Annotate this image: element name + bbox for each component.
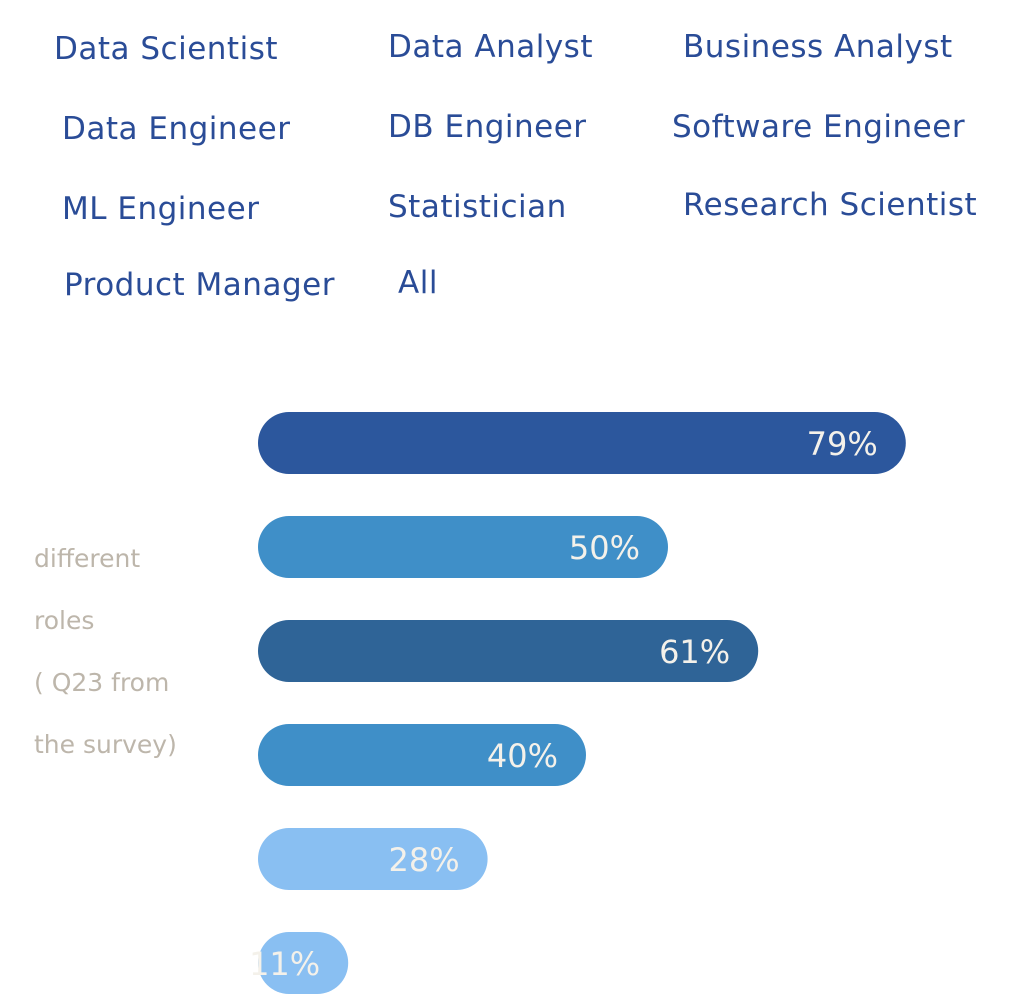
chart-side-note: different roles ( Q23 from the survey) xyxy=(34,528,244,776)
side-note-line-4: the survey) xyxy=(34,730,177,759)
bar-group-4: 40% xyxy=(258,724,586,786)
bar-group-3: 61% xyxy=(258,620,759,682)
bar-value-label-6: 11% xyxy=(249,945,320,983)
role-research-scientist[interactable]: Research Scientist xyxy=(683,187,978,223)
bar-1 xyxy=(258,412,906,474)
bar-value-label-2: 50% xyxy=(569,529,640,567)
role-statistician[interactable]: Statistician xyxy=(388,189,567,225)
role-ml-engineer[interactable]: ML Engineer xyxy=(62,191,260,227)
role-all[interactable]: All xyxy=(398,265,438,301)
role-product-manager[interactable]: Product Manager xyxy=(64,267,335,303)
bar-2 xyxy=(258,516,668,578)
side-note-line-1: different xyxy=(34,544,141,573)
role-data-analyst[interactable]: Data Analyst xyxy=(388,29,593,65)
bar-group-2: 50% xyxy=(258,516,668,578)
side-note-line-3: ( Q23 from xyxy=(34,668,170,697)
bar-group-1: 79% xyxy=(258,412,906,474)
role-data-scientist[interactable]: Data Scientist xyxy=(54,31,278,67)
bar-value-label-3: 61% xyxy=(659,633,730,671)
role-business-analyst[interactable]: Business Analyst xyxy=(683,29,953,65)
role-data-engineer[interactable]: Data Engineer xyxy=(62,111,291,147)
bar-4 xyxy=(258,724,586,786)
bar-value-label-1: 79% xyxy=(807,425,878,463)
bar-group-5: 28% xyxy=(258,828,488,890)
bar-group-6: 11% xyxy=(249,932,349,994)
bar-value-label-4: 40% xyxy=(487,737,558,775)
bar-6 xyxy=(258,932,349,994)
bar-value-label-5: 28% xyxy=(388,841,459,879)
bar-3 xyxy=(258,620,759,682)
bar-5 xyxy=(258,828,488,890)
side-note-line-2: roles xyxy=(34,606,95,635)
role-selector: Data Scientist Data Analyst Business Ana… xyxy=(0,0,1036,330)
role-software-engineer[interactable]: Software Engineer xyxy=(672,109,966,145)
role-db-engineer[interactable]: DB Engineer xyxy=(388,109,587,145)
